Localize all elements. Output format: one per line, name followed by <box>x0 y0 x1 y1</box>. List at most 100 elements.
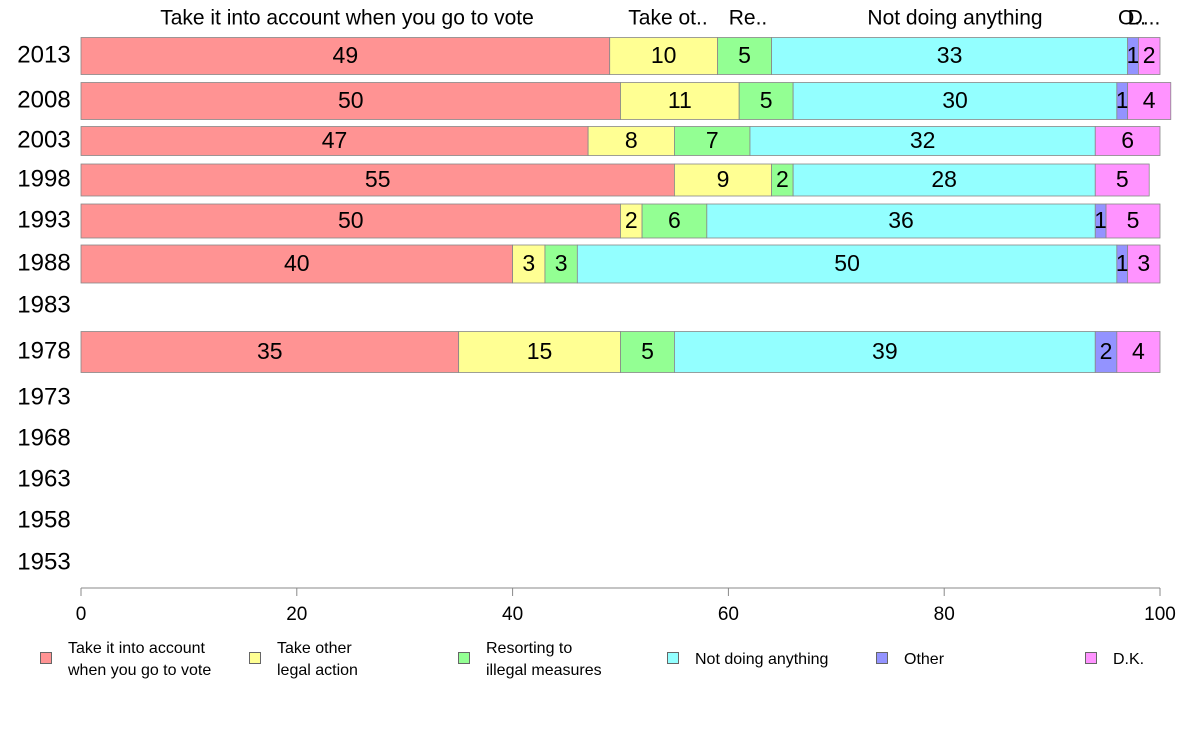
legend-label-dk: D.K. <box>1113 651 1145 668</box>
data-label-1993-resorting-to-illegal-measures: 6 <box>668 207 681 233</box>
data-label-1978-resorting-to-illegal-measures: 5 <box>641 338 654 364</box>
legend: Take it into account when you go to vote… <box>0 638 1188 688</box>
legend-item-other: Other <box>876 649 944 671</box>
year-label-1968: 1968 <box>17 424 70 451</box>
bar-1988-take-other-legal-action <box>512 244 546 284</box>
legend-label-nothing: Not doing anything <box>695 651 829 668</box>
bar-1993-d-k <box>1105 203 1161 239</box>
year-label-1953: 1953 <box>17 548 70 575</box>
bar-1993-not-doing-anything <box>706 203 1096 239</box>
year-label-2003: 2003 <box>17 126 70 153</box>
bar-2013-d-k <box>1138 37 1161 75</box>
data-label-2008-other: 1 <box>1116 87 1129 113</box>
bar-2003-d-k <box>1094 126 1161 156</box>
bar-2003-not-doing-anything <box>749 126 1096 156</box>
column-header-1: Take ot.. <box>628 7 707 30</box>
data-label-2008-take-other-legal-action: 11 <box>668 87 692 113</box>
legend-item-legal-action: Take other legal action <box>249 638 358 682</box>
bar-2008-d-k <box>1127 82 1172 120</box>
bar-1978-resorting-to-illegal-measures <box>620 331 675 373</box>
data-label-1988-not-doing-anything: 50 <box>834 250 860 276</box>
column-header-0: Take it into account when you go to vote <box>160 7 534 30</box>
y-axis-year-labels: 2013 2008 2003 1998 1993 1988 1983 1978 1973 1968… <box>17 41 70 575</box>
bar-2003-resorting-to-illegal-measures <box>674 126 751 156</box>
bar-1993-resorting-to-illegal-measures <box>641 203 708 239</box>
data-label-2013-not-doing-anything: 33 <box>937 42 963 68</box>
data-label-1998-take-other-legal-action: 9 <box>717 166 730 192</box>
data-label-2003-resorting-to-illegal-measures: 7 <box>706 127 719 153</box>
legend-label-legal-action: Take other legal action <box>277 640 358 679</box>
data-label-2008-take-it-into-account-when-you-go-to-vote: 50 <box>338 87 364 113</box>
data-label-1998-not-doing-anything: 28 <box>931 166 957 192</box>
bar-2008-take-it-into-account-when-you-go-to-vote <box>80 82 621 120</box>
data-label-1978-not-doing-anything: 39 <box>872 338 898 364</box>
x-tick-label-100: 100 <box>1144 604 1176 625</box>
legend-item-vote: Take it into account when you go to vote <box>40 638 211 682</box>
data-label-2008-d-k: 4 <box>1143 87 1156 113</box>
bar-1988-d-k <box>1127 244 1161 284</box>
year-label-1998: 1998 <box>17 165 70 192</box>
x-tick-label-0: 0 <box>76 604 87 625</box>
legend-label-vote: Take it into account when you go to vote <box>68 640 212 679</box>
year-label-2008: 2008 <box>17 86 70 113</box>
legend-item-dk: D.K. <box>1085 649 1144 671</box>
year-label-1973: 1973 <box>17 383 70 410</box>
bar-1978-not-doing-anything <box>674 331 1096 373</box>
data-label-1993-not-doing-anything: 36 <box>888 207 914 233</box>
legend-label-other: Other <box>904 651 945 668</box>
bar-2008-not-doing-anything <box>792 82 1118 120</box>
bar-1998-not-doing-anything <box>792 163 1096 197</box>
legend-item-nothing: Not doing anything <box>667 649 828 671</box>
year-label-2013: 2013 <box>17 41 70 68</box>
bar-1978-d-k <box>1116 331 1161 373</box>
bar-1993-take-it-into-account-when-you-go-to-vote <box>80 203 621 239</box>
data-label-1988-other: 1 <box>1116 250 1129 276</box>
year-label-1993: 1993 <box>17 206 70 233</box>
data-label-2008-resorting-to-illegal-measures: 5 <box>760 87 773 113</box>
year-label-1988: 1988 <box>17 249 70 276</box>
data-label-2003-take-it-into-account-when-you-go-to-vote: 47 <box>322 127 348 153</box>
bar-1988-take-it-into-account-when-you-go-to-vote <box>80 244 514 284</box>
bar-2008-resorting-to-illegal-measures <box>738 82 794 120</box>
x-axis: 0 20 40 60 80 100 <box>76 587 1176 625</box>
data-label-1978-take-it-into-account-when-you-go-to-vote: 35 <box>257 338 283 364</box>
bar-2003-take-other-legal-action <box>587 126 675 156</box>
bar-1998-d-k <box>1094 163 1150 197</box>
column-header-2: Re.. <box>729 7 768 30</box>
bar-2013-take-other-legal-action <box>609 37 719 75</box>
data-label-1998-resorting-to-illegal-measures: 2 <box>776 166 789 192</box>
bar-1998-take-other-legal-action <box>674 163 772 197</box>
year-label-1983: 1983 <box>17 291 70 318</box>
bars-group: 49 10 5 33 1 250 11 5 30 1 447 8 7 32 655 9 2 28 550 2 6 36 1 5… <box>80 37 1172 373</box>
legend-swatch-vote <box>40 652 52 664</box>
data-label-2013-resorting-to-illegal-measures: 5 <box>738 42 751 68</box>
data-label-1988-d-k: 3 <box>1137 250 1150 276</box>
x-tick-label-20: 20 <box>286 604 307 625</box>
data-label-2003-take-other-legal-action: 8 <box>625 127 638 153</box>
year-label-1963: 1963 <box>17 465 70 492</box>
column-header-4: O.. <box>1118 7 1146 30</box>
data-label-1978-other: 2 <box>1100 338 1113 364</box>
legend-swatch-other <box>876 652 888 664</box>
data-label-1988-take-it-into-account-when-you-go-to-vote: 40 <box>284 250 310 276</box>
data-label-2013-d-k: 2 <box>1143 42 1156 68</box>
x-tick-label-60: 60 <box>718 604 739 625</box>
column-header-3: Not doing anything <box>867 7 1042 30</box>
data-label-1998-take-it-into-account-when-you-go-to-vote: 55 <box>365 166 391 192</box>
data-label-1993-take-other-legal-action: 2 <box>625 207 638 233</box>
data-label-1988-resorting-to-illegal-measures: 3 <box>555 250 568 276</box>
data-label-1978-take-other-legal-action: 15 <box>527 338 553 364</box>
data-label-1998-d-k: 5 <box>1116 166 1129 192</box>
data-label-2013-take-it-into-account-when-you-go-to-vote: 49 <box>333 42 359 68</box>
legend-swatch-nothing <box>667 652 679 664</box>
bar-1998-take-it-into-account-when-you-go-to-vote <box>80 163 675 197</box>
data-label-2013-other: 1 <box>1127 42 1140 68</box>
bar-2008-take-other-legal-action <box>620 82 740 120</box>
data-label-2003-d-k: 6 <box>1121 127 1134 153</box>
year-label-1978: 1978 <box>17 337 70 364</box>
legend-label-illegal-measures: Resorting to illegal measures <box>486 640 602 679</box>
column-header-labels: Take it into account when you go to vote… <box>160 7 1160 30</box>
data-label-2008-not-doing-anything: 30 <box>942 87 968 113</box>
year-label-1958: 1958 <box>17 506 70 533</box>
